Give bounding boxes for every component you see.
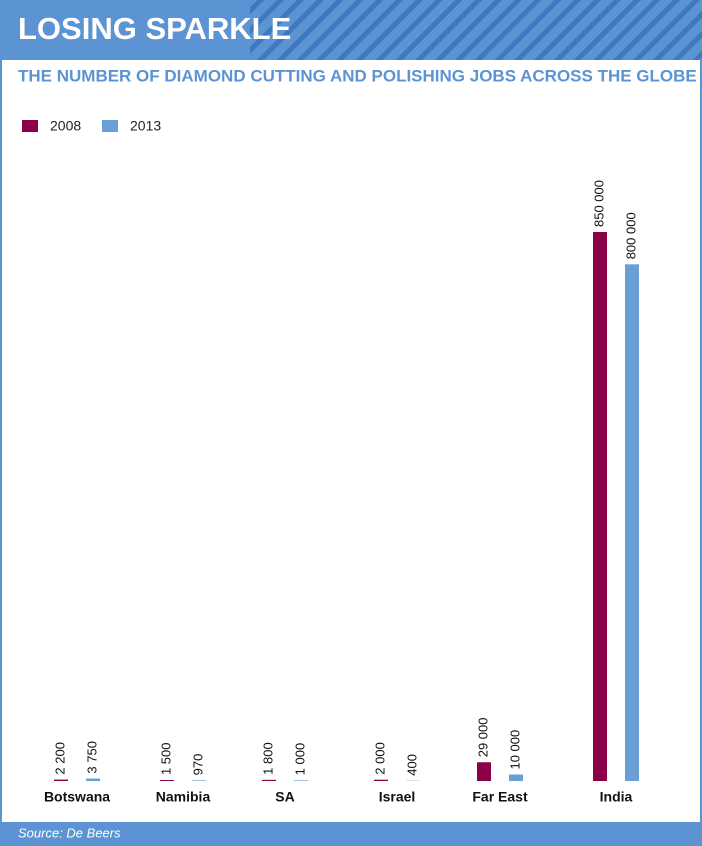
data-label: 29 000: [475, 718, 490, 758]
data-label: 3 750: [84, 741, 99, 774]
data-label: 1 000: [292, 743, 307, 776]
legend-label: 2008: [50, 118, 81, 134]
x-tick-label: Namibia: [156, 789, 211, 805]
source: Source: De Beers: [18, 825, 121, 840]
legend-label: 2013: [130, 118, 161, 134]
data-label: 400: [404, 754, 419, 776]
data-label: 2 200: [52, 742, 67, 775]
data-label: 970: [190, 754, 205, 776]
bar: [593, 232, 607, 781]
data-label: 850 000: [591, 180, 606, 227]
chart-title: LOSING SPARKLE: [18, 11, 291, 46]
bar: [192, 780, 206, 781]
chart-subtitle: THE NUMBER OF DIAMOND CUTTING AND POLISH…: [18, 66, 697, 85]
legend-swatch: [102, 120, 118, 132]
x-tick-label: Far East: [472, 789, 528, 805]
x-tick-label: Botswana: [44, 789, 110, 805]
bar: [294, 780, 308, 781]
bar: [160, 780, 174, 781]
bar: [509, 774, 523, 781]
legend-swatch: [22, 120, 38, 132]
data-label: 2 000: [372, 742, 387, 775]
bar: [262, 779, 276, 781]
data-label: 1 800: [260, 742, 275, 775]
x-tick-label: India: [600, 789, 633, 805]
header-stripes: [250, 0, 702, 60]
x-tick-label: SA: [275, 789, 294, 805]
bar: [625, 264, 639, 781]
data-label: 800 000: [623, 212, 638, 259]
bar: [54, 779, 68, 781]
bar: [374, 779, 388, 781]
bar: [86, 778, 100, 781]
panel: [2, 60, 700, 822]
data-label: 10 000: [507, 730, 522, 770]
bar: [477, 762, 491, 781]
data-label: 1 500: [158, 742, 173, 775]
x-tick-label: Israel: [379, 789, 416, 805]
